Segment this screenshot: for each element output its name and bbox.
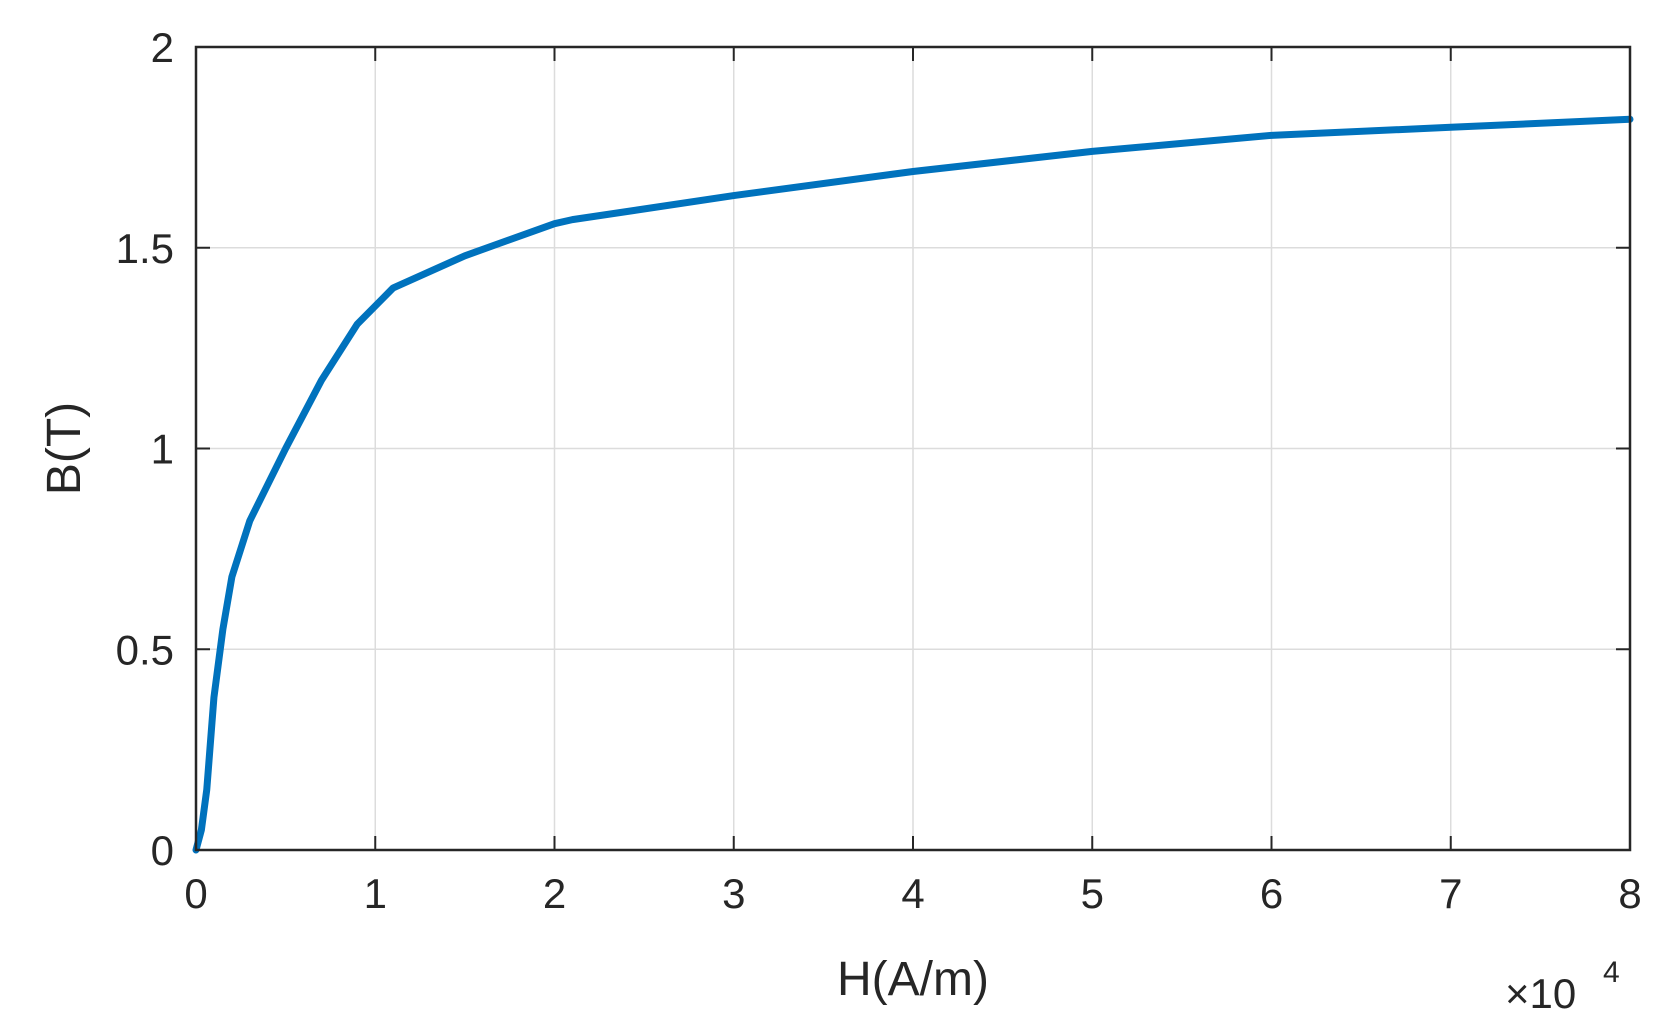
x-axis-label: H(A/m) <box>837 953 989 1006</box>
y-tick-label: 0.5 <box>116 626 174 673</box>
series-line <box>192 115 1634 854</box>
y-tick-label: 2 <box>151 24 174 71</box>
x-tick-label: 7 <box>1439 870 1462 917</box>
x-tick-label: 8 <box>1618 870 1641 917</box>
x-exponent-power: 4 <box>1603 956 1620 989</box>
x-tick-label: 5 <box>1081 870 1104 917</box>
x-tick-label: 3 <box>722 870 745 917</box>
y-tick-label: 1 <box>151 426 174 473</box>
x-tick-label: 4 <box>901 870 924 917</box>
x-tick-label: 2 <box>543 870 566 917</box>
x-axis-exponent: ×10 4 <box>1505 956 1620 1017</box>
y-tick-label: 1.5 <box>116 225 174 272</box>
y-axis-label: B(T) <box>38 402 91 495</box>
axis-ticks <box>195 46 1631 851</box>
x-tick-labels: 0 1 2 3 4 5 6 7 8 <box>184 870 1641 917</box>
series-layer <box>192 115 1634 854</box>
x-tick-label: 6 <box>1260 870 1283 917</box>
x-tick-label: 1 <box>364 870 387 917</box>
y-tick-labels: 0 0.5 1 1.5 2 <box>116 24 174 874</box>
x-exponent-base: ×10 <box>1505 970 1576 1017</box>
x-tick-label: 0 <box>184 870 207 917</box>
grid-lines <box>195 46 1631 851</box>
y-tick-label: 0 <box>151 827 174 874</box>
